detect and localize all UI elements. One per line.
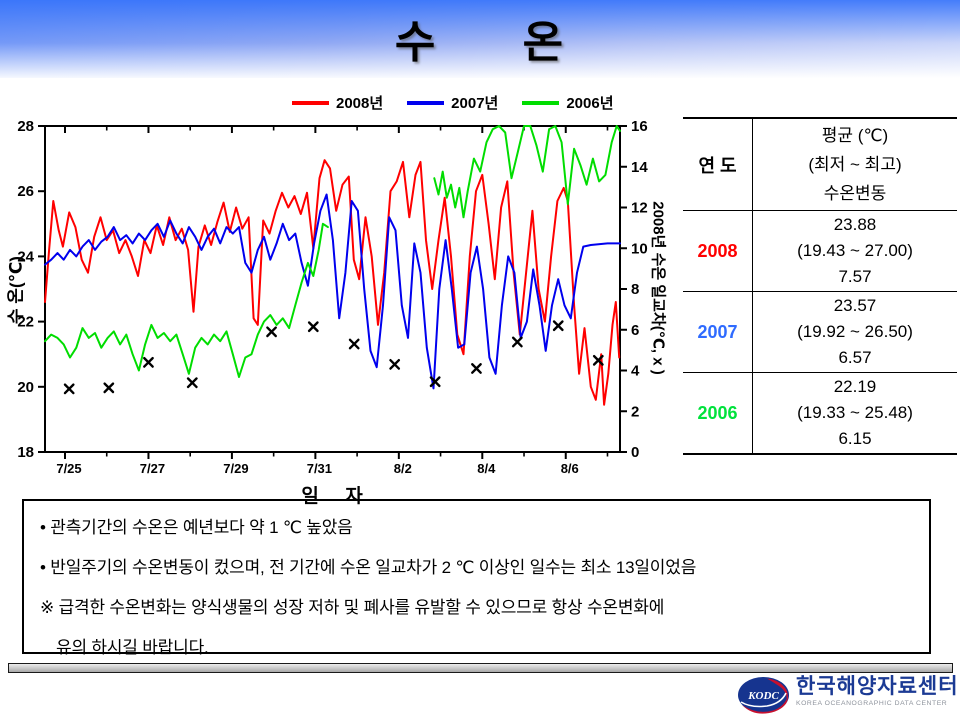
svg-text:8/4: 8/4 [477, 461, 496, 476]
svg-text:10: 10 [631, 240, 648, 257]
footer-divider-bar [8, 663, 953, 673]
svg-text:24: 24 [17, 248, 34, 265]
svg-text:7/31: 7/31 [307, 461, 332, 476]
note-line-1: • 관측기간의 수온은 예년보다 약 1 ℃ 높았음 [40, 518, 353, 537]
table-header-values: 평균 (℃) (최저 ~ 최고) 수온변동 [753, 119, 957, 210]
legend-line-swatch-2006 [522, 100, 560, 105]
svg-text:26: 26 [17, 183, 34, 200]
range-value: (19.33 ~ 25.48) [797, 403, 913, 422]
temperature-chart: 2008년 2007년 2006년 18 20 22 24 26 28 0 2 4 6 8 10 12 1… [0, 88, 690, 507]
title-banner: 수 온 [0, 0, 960, 78]
kodc-logo: KODC 한국해양자료센터 KOREA OCEANOGRAPHIC DATA C… [737, 676, 959, 714]
svg-text:8/2: 8/2 [394, 461, 412, 476]
svg-text:4: 4 [631, 363, 640, 380]
y-axis-label-right: 2008년 수온 일교차(℃, x ) [649, 201, 667, 375]
range-value: (19.43 ~ 27.00) [797, 241, 913, 260]
range-value: (19.92 ~ 26.50) [797, 322, 913, 341]
table-header-variation: 수온변동 [823, 184, 887, 203]
year-value: 2007 [683, 292, 753, 372]
svg-text:0: 0 [631, 444, 639, 461]
svg-text:28: 28 [17, 118, 34, 135]
mean-value: 22.19 [833, 377, 877, 396]
org-name-korean: 한국해양자료센터 [796, 675, 959, 698]
svg-text:7/29: 7/29 [223, 461, 248, 476]
svg-text:20: 20 [17, 379, 34, 396]
legend-item-2006: 2006년 [522, 92, 614, 113]
kodc-logo-text: 한국해양자료센터 KOREA OCEANOGRAPHIC DATA CENTER [796, 675, 959, 708]
title-banner-gradient [0, 0, 960, 78]
table-header-range: (최저 ~ 최고) [808, 155, 902, 174]
kodc-emblem-icon: KODC [738, 677, 789, 714]
chart-legend: 2008년 2007년 2006년 [292, 92, 614, 113]
svg-text:12: 12 [631, 200, 648, 217]
svg-text:KODC: KODC [747, 690, 779, 702]
table-row-2008: 2008 23.88 (19.43 ~ 27.00) 7.57 [683, 211, 957, 292]
year-value: 2008 [683, 211, 753, 291]
y-axis-label-left: 수 온(℃) [6, 256, 26, 324]
svg-text:2: 2 [631, 403, 639, 420]
table-cell-values: 23.57 (19.92 ~ 26.50) 6.57 [753, 292, 957, 372]
legend-item-2008: 2008년 [292, 92, 383, 113]
table-row-2006: 2006 22.19 (19.33 ~ 25.48) 6.15 [683, 373, 957, 453]
note-line-2: • 반일주기의 수온변동이 컸으며, 전 기간에 수온 일교차가 2 ℃ 이상인… [40, 558, 697, 577]
x-axis-label: 일 자 [301, 486, 363, 507]
table-header-row: 연 도 평균 (℃) (최저 ~ 최고) 수온변동 [683, 119, 957, 211]
svg-text:16: 16 [631, 118, 648, 135]
legend-line-swatch-2008 [292, 100, 329, 105]
table-cell-values: 23.88 (19.43 ~ 27.00) 7.57 [753, 211, 957, 291]
note-line-3: ※ 급격한 수온변화는 양식생물의 성장 저하 및 폐사를 유발할 수 있으므로… [40, 598, 665, 617]
org-name-english: KOREA OCEANOGRAPHIC DATA CENTER [796, 700, 948, 707]
legend-label: 2006년 [566, 95, 614, 112]
svg-text:14: 14 [631, 159, 648, 176]
mean-value: 23.57 [833, 296, 877, 315]
legend-label: 2008년 [336, 95, 384, 112]
note-line-4: 유의 하시길 바랍니다. [56, 638, 209, 657]
svg-text:8: 8 [631, 281, 639, 298]
year-value: 2006 [683, 373, 753, 453]
mean-value: 23.88 [833, 215, 877, 234]
svg-text:22: 22 [17, 314, 34, 331]
table-row-2007: 2007 23.57 (19.92 ~ 26.50) 6.57 [683, 292, 957, 373]
notes-box: • 관측기간의 수온은 예년보다 약 1 ℃ 높았음 • 반일주기의 수온변동이… [22, 499, 931, 657]
table-cell-values: 22.19 (19.33 ~ 25.48) 6.15 [753, 373, 957, 453]
svg-text:8/6: 8/6 [561, 461, 579, 476]
table-header-year: 연 도 [683, 119, 753, 210]
legend-item-2007: 2007년 [407, 92, 498, 113]
variation-value: 6.15 [838, 429, 872, 448]
svg-text:7/25: 7/25 [56, 461, 81, 476]
svg-text:6: 6 [631, 322, 639, 339]
variation-value: 6.57 [838, 348, 872, 367]
page-title: 수 온 [394, 18, 566, 67]
statistics-table: 연 도 평균 (℃) (최저 ~ 최고) 수온변동 2008 23.88 (19… [683, 117, 957, 455]
svg-text:18: 18 [17, 444, 34, 461]
table-header-mean: 평균 (℃) [821, 126, 889, 145]
variation-value: 7.57 [838, 267, 872, 286]
legend-line-swatch-2007 [407, 100, 445, 105]
svg-text:7/27: 7/27 [140, 461, 165, 476]
legend-label: 2007년 [451, 95, 499, 112]
